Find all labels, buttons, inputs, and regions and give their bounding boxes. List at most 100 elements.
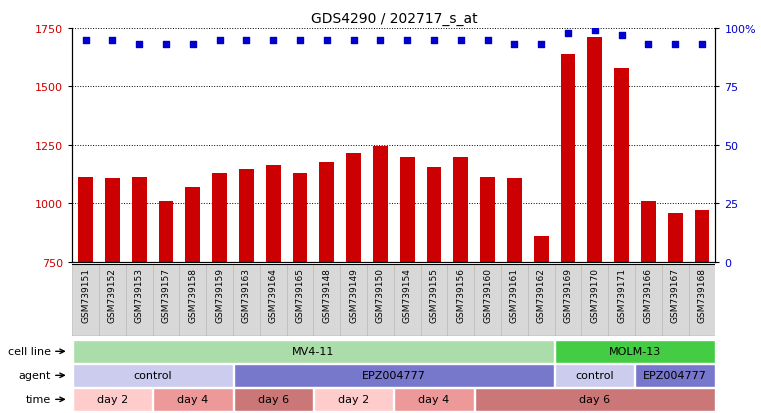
- Bar: [99, 264, 126, 337]
- Text: GSM739160: GSM739160: [483, 267, 492, 322]
- Bar: [454, 157, 468, 262]
- Point: [616, 33, 628, 39]
- Point: [320, 37, 333, 44]
- Text: GSM739152: GSM739152: [108, 267, 117, 322]
- Bar: [533, 237, 549, 262]
- Bar: [293, 173, 307, 262]
- Bar: [475, 387, 715, 411]
- Bar: [662, 264, 689, 337]
- Bar: [180, 264, 206, 337]
- Bar: [346, 154, 361, 262]
- Bar: [287, 264, 314, 337]
- Bar: [480, 177, 495, 262]
- Bar: [153, 264, 180, 337]
- Text: day 4: day 4: [177, 394, 209, 404]
- Text: MOLM-13: MOLM-13: [609, 347, 661, 356]
- Point: [535, 42, 547, 49]
- Bar: [689, 264, 715, 337]
- Bar: [641, 202, 656, 262]
- Text: GSM739162: GSM739162: [537, 267, 546, 322]
- Point: [80, 37, 92, 44]
- Bar: [394, 387, 473, 411]
- Text: GSM739165: GSM739165: [295, 267, 304, 322]
- Text: GSM739154: GSM739154: [403, 267, 412, 322]
- Text: GSM739156: GSM739156: [457, 267, 465, 322]
- Bar: [126, 264, 153, 337]
- Bar: [234, 387, 313, 411]
- Text: GSM739157: GSM739157: [161, 267, 170, 322]
- Text: GSM739166: GSM739166: [644, 267, 653, 322]
- Text: time: time: [26, 394, 51, 404]
- Text: GSM739161: GSM739161: [510, 267, 519, 322]
- Bar: [587, 38, 602, 262]
- Bar: [73, 363, 233, 387]
- Bar: [447, 264, 474, 337]
- Point: [240, 37, 253, 44]
- Bar: [555, 264, 581, 337]
- Bar: [153, 387, 233, 411]
- Point: [160, 42, 172, 49]
- Point: [214, 37, 226, 44]
- Text: GSM739150: GSM739150: [376, 267, 385, 322]
- Text: GSM739153: GSM739153: [135, 267, 144, 322]
- Bar: [561, 55, 575, 262]
- Bar: [320, 163, 334, 262]
- Text: GSM739167: GSM739167: [670, 267, 680, 322]
- Text: MV4-11: MV4-11: [292, 347, 335, 356]
- Bar: [367, 264, 394, 337]
- Point: [669, 42, 681, 49]
- Bar: [635, 264, 662, 337]
- Text: control: control: [575, 370, 614, 380]
- Point: [294, 37, 306, 44]
- Text: GSM739169: GSM739169: [563, 267, 572, 322]
- Bar: [614, 69, 629, 262]
- Point: [401, 37, 413, 44]
- Bar: [159, 202, 174, 262]
- Text: day 6: day 6: [258, 394, 289, 404]
- Bar: [427, 168, 441, 262]
- Bar: [373, 147, 388, 262]
- Text: day 2: day 2: [338, 394, 369, 404]
- Text: EPZ004777: EPZ004777: [362, 370, 425, 380]
- Text: GSM739163: GSM739163: [242, 267, 251, 322]
- Bar: [555, 363, 635, 387]
- Point: [696, 42, 708, 49]
- Bar: [239, 170, 254, 262]
- Text: cell line: cell line: [8, 347, 51, 356]
- Bar: [73, 339, 554, 363]
- Text: GSM739158: GSM739158: [189, 267, 197, 322]
- Point: [428, 37, 440, 44]
- Bar: [186, 188, 200, 262]
- Bar: [314, 264, 340, 337]
- Bar: [132, 177, 147, 262]
- Bar: [234, 363, 554, 387]
- Text: GSM739148: GSM739148: [323, 267, 331, 322]
- Point: [482, 37, 494, 44]
- Bar: [105, 178, 119, 262]
- Bar: [421, 264, 447, 337]
- Bar: [474, 264, 501, 337]
- Bar: [78, 177, 93, 262]
- Bar: [608, 264, 635, 337]
- Point: [589, 28, 601, 35]
- Bar: [581, 264, 608, 337]
- Bar: [501, 264, 528, 337]
- Bar: [212, 173, 227, 262]
- Bar: [260, 264, 287, 337]
- Text: day 2: day 2: [97, 394, 128, 404]
- Point: [508, 42, 521, 49]
- Bar: [695, 211, 709, 262]
- Bar: [555, 339, 715, 363]
- Text: GSM739171: GSM739171: [617, 267, 626, 322]
- Text: GDS4290 / 202717_s_at: GDS4290 / 202717_s_at: [310, 12, 477, 26]
- Point: [267, 37, 279, 44]
- Bar: [73, 387, 152, 411]
- Text: GSM739164: GSM739164: [269, 267, 278, 322]
- Bar: [314, 387, 393, 411]
- Text: GSM739155: GSM739155: [429, 267, 438, 322]
- Bar: [340, 264, 367, 337]
- Point: [133, 42, 145, 49]
- Point: [374, 37, 387, 44]
- Text: GSM739159: GSM739159: [215, 267, 224, 322]
- Bar: [507, 178, 522, 262]
